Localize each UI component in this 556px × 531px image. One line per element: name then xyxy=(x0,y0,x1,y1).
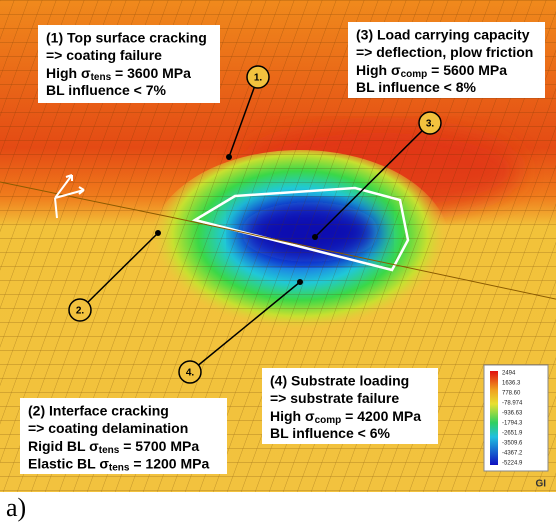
panel-label: a) xyxy=(6,493,26,522)
annotation-text: = 1200 MPa xyxy=(129,455,209,471)
annotation-line: => coating delamination xyxy=(28,420,188,436)
callout-point xyxy=(297,279,303,285)
annotation-subscript: comp xyxy=(315,415,342,426)
callout-number: 1. xyxy=(254,73,263,84)
annotation-text: Rigid BL σ xyxy=(28,438,99,454)
annotation-text: High σ xyxy=(270,408,315,424)
annotation-subscript: tens xyxy=(109,462,130,473)
annotation-subscript: tens xyxy=(91,72,112,83)
annotation-text: High σ xyxy=(356,62,401,78)
colorbar xyxy=(490,371,498,465)
legend-label: 1636.3 xyxy=(502,381,521,387)
annotation-text: = 5700 MPa xyxy=(119,438,199,454)
annotation-text: = 4200 MPa xyxy=(341,408,421,424)
annotation-subscript: comp xyxy=(401,69,428,80)
annotation-line: High σcomp = 5600 MPa xyxy=(356,62,507,80)
callout-number: 3. xyxy=(426,119,435,130)
legend-label: -4367.2 xyxy=(502,451,523,457)
annotation-line: High σtens = 3600 MPa xyxy=(46,65,191,83)
callout-number: 4. xyxy=(186,368,195,379)
annotation-line: (2) Interface cracking xyxy=(28,403,169,419)
annotation-line: (4) Substrate loading xyxy=(270,373,409,389)
annotation-line: High σcomp = 4200 MPa xyxy=(270,408,421,426)
annotation-line: BL influence < 8% xyxy=(356,79,476,95)
callout-point xyxy=(226,154,232,160)
annotation-line: => deflection, plow friction xyxy=(356,44,533,60)
annotation-text: High σ xyxy=(46,65,91,81)
annotation-text: Elastic BL σ xyxy=(28,455,109,471)
annotation-line: BL influence < 7% xyxy=(46,82,166,98)
legend-label: 778.60 xyxy=(502,391,521,397)
annotation-subscript: tens xyxy=(99,445,120,456)
annotation-line: (3) Load carrying capacity xyxy=(356,27,530,43)
annotation-text: = 3600 MPa xyxy=(111,65,191,81)
legend-label: -5224.9 xyxy=(502,461,523,467)
legend-label: -78.974 xyxy=(502,401,523,407)
figure: 1.2.3.4. (1) Top surface cracking=> coat… xyxy=(0,0,556,526)
callout-number: 2. xyxy=(76,306,85,317)
callout-point xyxy=(312,234,318,240)
legend-label: 2494 xyxy=(502,371,516,377)
annotation-line: BL influence < 6% xyxy=(270,425,390,441)
callout-point xyxy=(155,230,161,236)
logo: GI xyxy=(535,479,546,490)
annotation-text: = 5600 MPa xyxy=(427,62,507,78)
annotation-line: => substrate failure xyxy=(270,390,399,406)
legend-label: -1794.3 xyxy=(502,421,523,427)
annotation-line: => coating failure xyxy=(46,47,162,63)
annotation-line: (1) Top surface cracking xyxy=(46,30,207,46)
legend-label: -3509.6 xyxy=(502,441,523,447)
legend-label: -936.63 xyxy=(502,411,523,417)
legend-label: -2651.9 xyxy=(502,431,523,437)
